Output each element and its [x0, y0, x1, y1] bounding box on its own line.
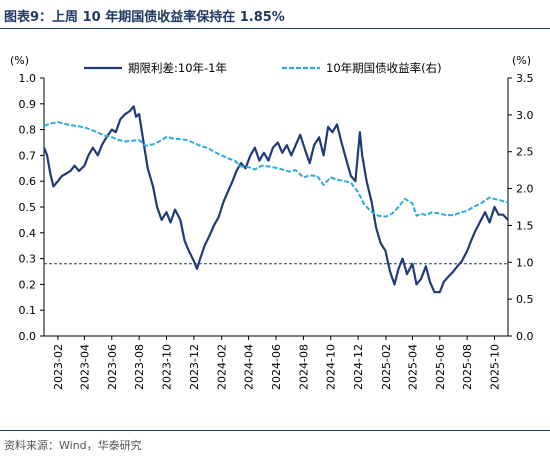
source-note: 资料来源：Wind，华泰研究 [4, 439, 142, 452]
y-right-tick-label: 2.5 [516, 146, 534, 159]
x-tick-label: 2024-08 [297, 344, 310, 390]
x-tick-label: 2024-12 [352, 344, 365, 390]
x-tick-label: 2024-04 [243, 344, 256, 390]
y-right-tick-label: 2.0 [516, 183, 534, 196]
legend: 期限利差:10年-1年 10年期国债收益率(右) [84, 61, 442, 75]
x-tick-label: 2025-04 [406, 344, 419, 390]
x-tick-label: 2023-10 [161, 344, 174, 390]
left-axis-unit: (%) [10, 54, 29, 67]
figure-title: 图表9：上周 10 年期国债收益率保持在 1.85% [4, 10, 285, 25]
y-left-tick-label: 0.2 [19, 278, 37, 291]
x-tick-label: 2025-08 [461, 344, 474, 390]
series-yield-line [43, 121, 509, 218]
line-chart: 0.0 0.1 0.2 0.3 0.4 0.5 0.6 0.7 0.8 0.9 1.0 0.0 0.5 1… [10, 54, 534, 390]
y-left-tick-label: 0.3 [19, 253, 37, 266]
x-tick-label: 2025-02 [380, 344, 393, 390]
x-tick-label: 2024-06 [270, 344, 283, 390]
y-left-tick-label: 0.6 [19, 175, 37, 188]
y-right-tick-label: 0.5 [516, 293, 534, 306]
y-left-tick-label: 0.9 [19, 98, 37, 111]
y-left-tick-label: 0.4 [19, 227, 37, 240]
x-tick-label: 2024-10 [325, 344, 338, 390]
title-rule [0, 28, 550, 29]
series-spread-line [42, 105, 509, 294]
y-left-tick-label: 0.8 [19, 124, 37, 137]
source-rule [0, 430, 550, 431]
series-layer [42, 105, 509, 294]
y-left-tick-label: 0.7 [19, 149, 37, 162]
legend-label: 期限利差:10年-1年 [128, 61, 227, 75]
x-tick-label: 2023-02 [52, 344, 65, 390]
x-tick-label: 2025-10 [489, 344, 502, 390]
x-tick-label: 2024-02 [216, 344, 229, 390]
y-left-tick-label: 1.0 [19, 72, 37, 85]
y-left-tick-label: 0.1 [19, 304, 37, 317]
right-axis-unit: (%) [512, 54, 531, 67]
x-tick-label: 2023-04 [78, 344, 91, 390]
chart-axes: 0.0 0.1 0.2 0.3 0.4 0.5 0.6 0.7 0.8 0.9 1.0 0.0 0.5 1… [19, 72, 534, 390]
y-right-tick-label: 1.5 [516, 219, 534, 232]
y-right-tick-label: 1.0 [516, 256, 534, 269]
y-left-tick-label: 0.5 [19, 201, 37, 214]
x-tick-label: 2023-12 [188, 344, 201, 390]
legend-label: 10年期国债收益率(右) [326, 61, 442, 75]
y-right-tick-label: 0.0 [516, 330, 534, 343]
x-tick-label: 2023-06 [106, 344, 119, 390]
y-right-tick-label: 3.5 [516, 72, 534, 85]
x-tick-label: 2025-06 [434, 344, 447, 390]
x-tick-label: 2023-08 [133, 344, 146, 390]
y-right-tick-label: 3.0 [516, 109, 534, 122]
y-left-tick-label: 0.0 [19, 330, 37, 343]
